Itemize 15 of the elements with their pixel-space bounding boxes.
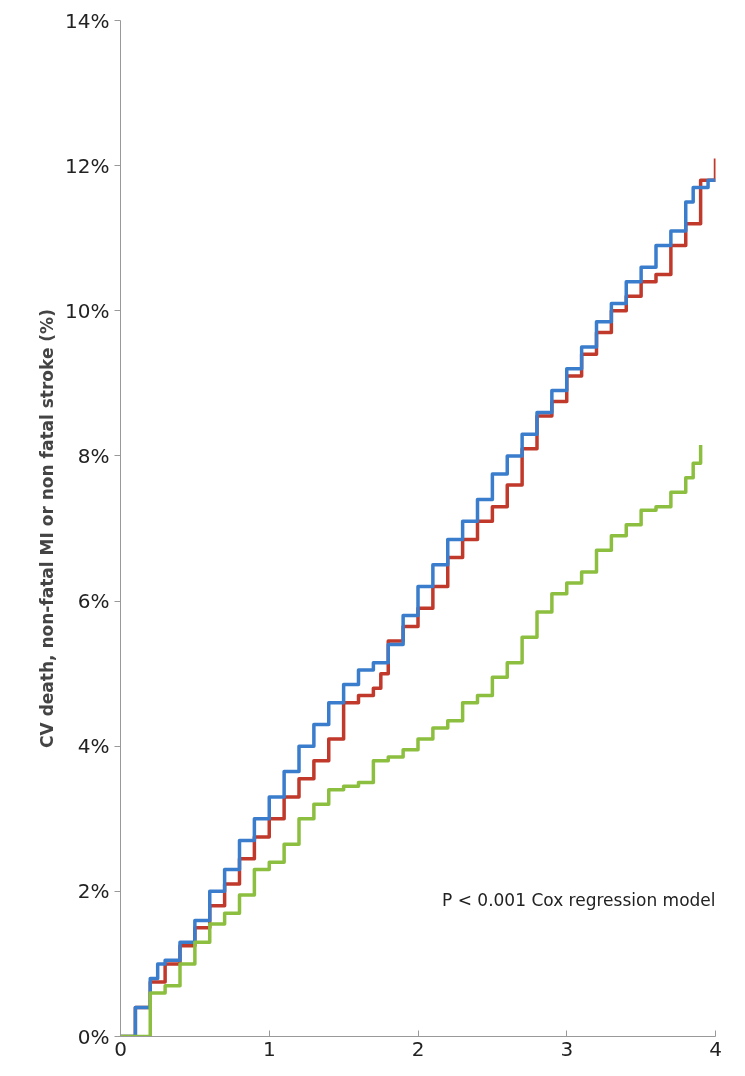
y-tick-label: 14% [65, 8, 110, 33]
annotation: P < 0.001 Cox regression model [442, 889, 716, 910]
y-tick-label: 8% [77, 443, 110, 468]
y-tick-label: 6% [77, 589, 110, 614]
y-tick-label: 12% [65, 153, 110, 178]
x-tick-label: 0 [114, 1036, 127, 1061]
y-tick-label: 2% [77, 879, 110, 904]
y-tick-label: 10% [65, 298, 110, 323]
y-tick-label: 4% [77, 734, 110, 759]
x-tick-label: 3 [560, 1036, 574, 1061]
y-tick-label: 0% [77, 1024, 110, 1049]
y-axis-title: CV death, non-fatal MI or non fatal stroke (%) [37, 309, 58, 748]
x-tick-label: 4 [709, 1036, 722, 1061]
x-tick-label: 1 [262, 1036, 276, 1061]
x-tick-label: 2 [411, 1036, 425, 1061]
